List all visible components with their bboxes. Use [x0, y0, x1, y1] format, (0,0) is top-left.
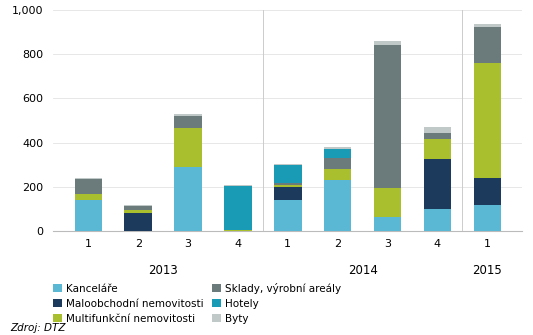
Bar [274, 200, 302, 231]
Bar [374, 46, 401, 188]
Bar [424, 159, 451, 209]
Bar [274, 187, 302, 200]
Bar [224, 185, 252, 186]
Text: Zdroj: DTZ: Zdroj: DTZ [11, 323, 66, 333]
Bar [274, 164, 302, 165]
Bar [374, 41, 401, 46]
Bar [474, 205, 501, 231]
Bar [324, 158, 351, 169]
Text: 2015: 2015 [472, 265, 502, 277]
Bar [324, 169, 351, 180]
Bar [125, 210, 152, 213]
Bar [125, 206, 152, 210]
Text: 2013: 2013 [148, 265, 178, 277]
Bar [174, 167, 202, 231]
Bar [474, 178, 501, 205]
Bar [174, 128, 202, 167]
Bar [174, 114, 202, 116]
Bar [224, 230, 252, 231]
Bar [374, 188, 401, 217]
Bar [224, 186, 252, 230]
Bar [274, 183, 302, 185]
Bar [75, 194, 102, 200]
Bar [424, 127, 451, 133]
Bar [474, 24, 501, 27]
Bar [474, 27, 501, 63]
Bar [424, 133, 451, 139]
Bar [424, 209, 451, 231]
Bar [324, 149, 351, 158]
Text: 2014: 2014 [348, 265, 377, 277]
Bar [324, 147, 351, 149]
Bar [424, 139, 451, 159]
Bar [474, 63, 501, 178]
Bar [174, 116, 202, 128]
Bar [274, 165, 302, 183]
Bar [274, 185, 302, 187]
Bar [125, 205, 152, 206]
Bar [75, 200, 102, 231]
Bar [125, 213, 152, 231]
Bar [75, 179, 102, 194]
Bar [324, 180, 351, 231]
Bar [374, 217, 401, 231]
Bar [75, 178, 102, 179]
Legend: Kanceláře, Maloobchodní nemovitosti, Multifunkční nemovitosti, Sklady, výrobní a: Kanceláře, Maloobchodní nemovitosti, Mul… [49, 278, 345, 328]
